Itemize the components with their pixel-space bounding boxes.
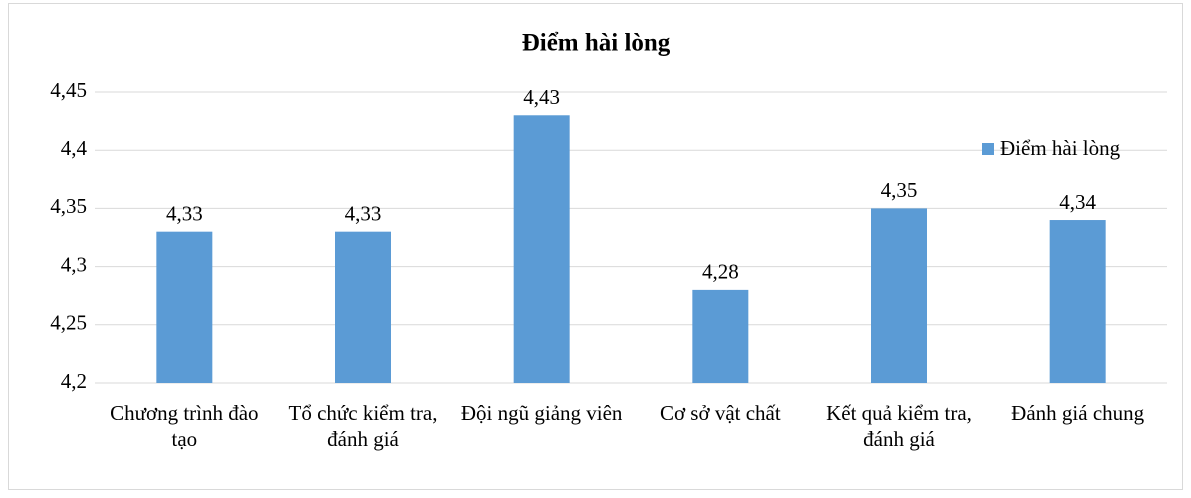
y-tick-label: 4,25 (50, 311, 87, 335)
y-tick-label: 4,35 (50, 194, 87, 218)
legend-swatch (982, 143, 994, 155)
y-tick-label: 4,4 (61, 136, 88, 160)
data-label: 4,35 (881, 178, 918, 202)
bar (871, 208, 927, 383)
x-tick-label: Chương trình đào tạo (110, 401, 259, 451)
bar (513, 115, 570, 383)
bar (692, 289, 749, 383)
data-label: 4,33 (166, 201, 203, 225)
data-label: 4,43 (523, 85, 560, 109)
x-tick-label: Đội ngũ giảng viên (460, 401, 623, 425)
data-label: 4,33 (345, 201, 382, 225)
bar (1049, 220, 1106, 383)
y-tick-label: 4,45 (50, 78, 87, 102)
x-tick-label: Kết quả kiểm tra, đánh giá (826, 401, 972, 451)
x-tick-label: Cơ sở vật chất (659, 401, 781, 425)
legend-label: Điểm hài lòng (1000, 136, 1121, 160)
chart-title: Điểm hài lòng (522, 30, 671, 57)
y-tick-label: 4,3 (61, 252, 87, 276)
y-tick-label: 4,2 (61, 369, 87, 393)
data-label: 4,28 (702, 260, 739, 284)
x-tick-label: Tổ chức kiểm tra, đánh giá (288, 401, 438, 451)
x-tick-label: Đánh giá chung (1011, 401, 1145, 425)
bar (156, 231, 213, 383)
data-label: 4,34 (1059, 190, 1096, 214)
bar (335, 231, 391, 383)
